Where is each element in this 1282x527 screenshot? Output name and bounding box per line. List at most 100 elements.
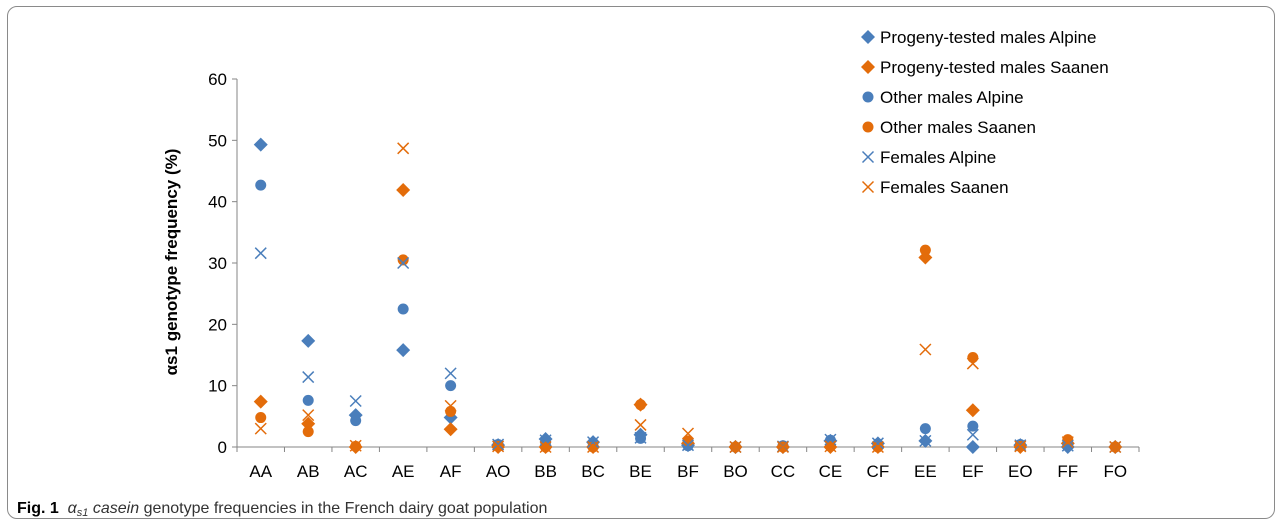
data-point: [871, 440, 884, 454]
data-point: [492, 440, 505, 453]
data-point: [682, 435, 694, 447]
legend-marker: [861, 60, 875, 74]
data-point: [634, 418, 647, 431]
data-point-stroke: [349, 439, 362, 452]
data-point-stroke: [302, 409, 315, 422]
data-point: [1061, 436, 1074, 449]
figure-caption: Fig. 1 αs1 casein genotype frequencies i…: [17, 500, 547, 519]
data-point-stroke: [824, 440, 837, 453]
legend-label: Progeny-tested males Saanen: [880, 58, 1109, 77]
x-tick-label: AF: [440, 462, 462, 481]
data-point: [445, 380, 457, 392]
y-axis-label: αs1 genotype frequency (%): [162, 149, 181, 376]
data-point: [350, 415, 362, 427]
x-tick-label: EO: [1008, 462, 1033, 481]
data-point: [443, 422, 458, 437]
data-point: [254, 422, 267, 435]
x-tick-label: CE: [819, 462, 843, 481]
y-tick-label: 30: [208, 254, 227, 273]
legend-label: Females Saanen: [880, 178, 1009, 197]
data-point: [1109, 440, 1122, 454]
data-point: [919, 244, 931, 256]
data-point: [396, 183, 411, 198]
data-point: [729, 440, 742, 454]
data-point: [634, 431, 647, 444]
data-point-stroke: [966, 428, 979, 441]
legend-item: Females Saanen: [861, 178, 1009, 197]
legend-item: Progeny-tested males Alpine: [861, 28, 1096, 47]
data-point-stroke: [397, 142, 410, 155]
x-tick-label: EE: [914, 462, 937, 481]
data-point-stroke: [871, 440, 884, 454]
data-point: [918, 250, 933, 265]
data-point: [919, 434, 932, 447]
data-point: [966, 357, 979, 370]
chart: 0 10 20 30 40 50 60 AA AB AC AE AF AO BB BC BE BF BO CC CE C…: [162, 28, 1140, 481]
chart-axes: 0 10 20 30 40 50 60 AA AB AC AE AF AO BB BC BE BF BO CC CE C…: [208, 70, 1140, 481]
data-point: [302, 426, 314, 438]
data-point: [397, 142, 410, 155]
y-tick-label: 20: [208, 315, 227, 334]
data-point: [1014, 439, 1027, 452]
legend-label: Other males Saanen: [880, 118, 1036, 137]
legend-label: Other males Alpine: [880, 88, 1024, 107]
data-point-stroke: [444, 399, 457, 412]
x-tick-label: BO: [723, 462, 748, 481]
legend-item: Other males Alpine: [862, 88, 1024, 107]
y-tick-label: 10: [208, 377, 227, 396]
data-point: [396, 343, 411, 358]
data-point: [967, 420, 979, 432]
y-tick-label: 60: [208, 70, 227, 89]
data-point-stroke: [681, 439, 695, 452]
x-tick-label: AA: [249, 462, 272, 481]
legend-marker: [861, 150, 875, 164]
legend-marker-stroke: [861, 180, 875, 194]
data-point: [253, 394, 268, 409]
data-point: [302, 371, 315, 384]
caption-fig-label: Fig. 1: [17, 500, 59, 517]
data-point: [966, 428, 979, 441]
legend-item: Other males Saanen: [862, 118, 1036, 137]
data-point-stroke: [634, 431, 647, 444]
x-tick-label: FF: [1057, 462, 1078, 481]
data-point-stroke: [492, 438, 505, 451]
data-point: [253, 137, 268, 152]
x-tick-label: AC: [344, 462, 368, 481]
legend-marker-stroke: [861, 150, 875, 164]
data-point: [871, 437, 884, 450]
data-point: [301, 333, 316, 348]
data-point: [255, 412, 267, 424]
data-point: [776, 440, 789, 454]
data-point: [397, 303, 409, 315]
data-point: [965, 440, 980, 454]
data-point-stroke: [539, 440, 552, 454]
data-point: [681, 427, 695, 440]
data-point: [1061, 439, 1074, 452]
data-point: [919, 343, 932, 356]
legend-item: Progeny-tested males Saanen: [861, 58, 1109, 77]
legend-label: Females Alpine: [880, 148, 996, 167]
caption-subscript: s1: [76, 507, 89, 519]
x-tick-label: EF: [962, 462, 984, 481]
data-point-stroke: [587, 436, 600, 449]
x-tick-label: FO: [1103, 462, 1127, 481]
data-point-stroke: [681, 427, 695, 440]
data-point: [492, 438, 505, 451]
caption-text: genotype frequencies in the French dairy…: [143, 500, 548, 517]
y-tick-label: 0: [218, 438, 227, 457]
x-tick-label: AO: [486, 462, 511, 481]
data-point: [1014, 440, 1027, 453]
data-point: [349, 439, 362, 452]
chart-legend: Progeny-tested males Alpine Progeny-teste…: [861, 28, 1109, 197]
chart-marks: [253, 137, 1123, 454]
x-tick-label: AE: [392, 462, 415, 481]
data-point: [301, 416, 316, 431]
data-point-stroke: [1061, 439, 1074, 452]
data-point-stroke: [966, 357, 979, 370]
legend-marker: [861, 180, 875, 194]
data-point-stroke: [302, 371, 315, 384]
data-point: [254, 247, 267, 260]
data-point: [302, 409, 315, 422]
caption-italic-word: casein: [92, 500, 140, 517]
caption-symbol: α: [67, 500, 77, 517]
